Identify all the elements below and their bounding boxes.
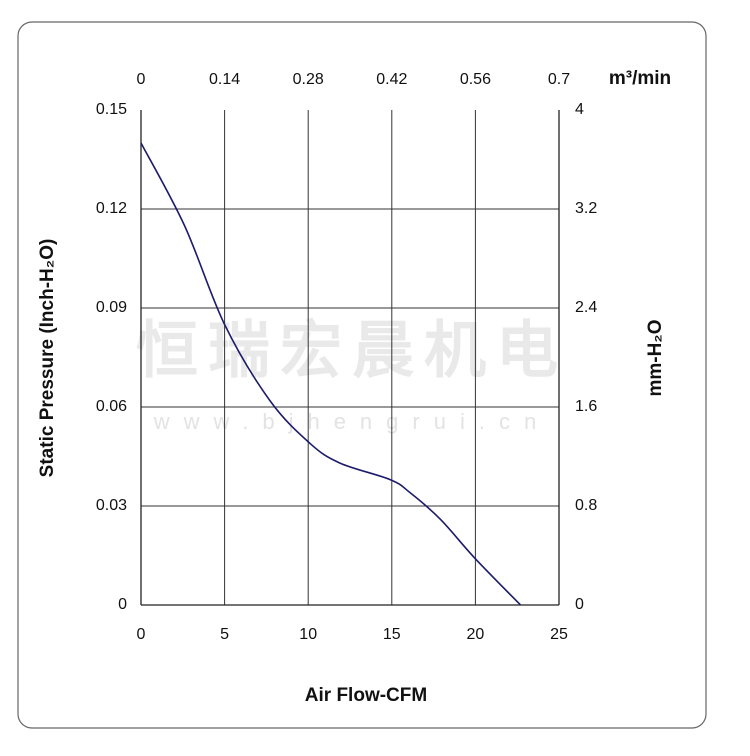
x2-tick-label: 0.14 — [209, 71, 240, 88]
x2-tick-label: 0 — [137, 71, 146, 88]
y-tick-label: 0.06 — [96, 398, 127, 415]
curve — [140, 142, 522, 606]
watermark-url: www.bjhengrui.cn — [153, 409, 550, 434]
x2-tick-label: 0.42 — [376, 71, 407, 88]
frame — [17, 21, 707, 729]
y2-tick-label: 1.6 — [575, 398, 597, 415]
y2-tick-label: 4 — [575, 101, 584, 118]
y-tick-label: 0.12 — [96, 200, 127, 217]
y-tick-label: 0.15 — [96, 101, 127, 118]
x2-tick-label: 0.7 — [548, 71, 570, 88]
x-tick-label: 0 — [137, 626, 146, 643]
x-axis-label: Air Flow-CFM — [305, 685, 427, 706]
y2-tick-label: 2.4 — [575, 299, 597, 316]
y2-tick-label: 0 — [575, 596, 584, 613]
x2-tick-label: 0.28 — [293, 71, 324, 88]
y-axis-label: Static Pressure (Inch-H₂O) — [37, 239, 58, 478]
y2-tick-label: 3.2 — [575, 200, 597, 217]
x-tick-label: 25 — [550, 626, 568, 643]
x2-tick-label: 0.56 — [460, 71, 491, 88]
y2-tick-label: 0.8 — [575, 497, 597, 514]
x-tick-label: 15 — [383, 626, 401, 643]
x-tick-label: 20 — [467, 626, 485, 643]
y-tick-label: 0.03 — [96, 497, 127, 514]
x-tick-label: 5 — [220, 626, 229, 643]
y-tick-label: 0.09 — [96, 299, 127, 316]
watermark: 恒瑞宏晨机电 — [136, 316, 568, 385]
x-tick-label: 10 — [299, 626, 317, 643]
y-tick-label: 0 — [118, 596, 127, 613]
y2-axis-label: mm-H₂O — [645, 319, 666, 396]
x2-axis-label: m³/min — [609, 68, 671, 89]
